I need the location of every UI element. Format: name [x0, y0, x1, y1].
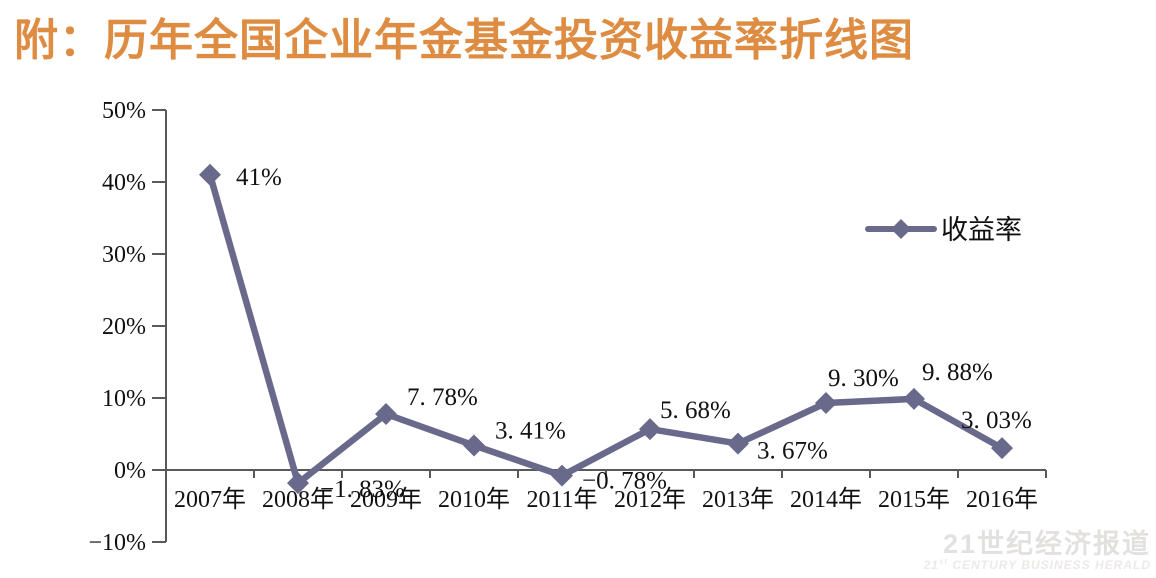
data-point-label: −1. 83% [320, 476, 405, 503]
data-point-marker [815, 392, 837, 415]
page-title: 附：历年全国企业年金基金投资收益率折线图 [14, 16, 914, 65]
x-axis-label: 2012年 [614, 486, 686, 513]
legend-label: 收益率 [941, 215, 1022, 245]
data-point-label: 3. 67% [757, 438, 828, 465]
data-point-label: 3. 03% [961, 407, 1032, 434]
watermark-en-rest: CENTURY BUSINESS HERALD [948, 558, 1151, 573]
data-point-marker [991, 437, 1013, 460]
data-point-label: 41% [236, 164, 282, 191]
data-point-marker [727, 432, 749, 455]
y-tick-label: 20% [102, 314, 146, 340]
data-point-marker [551, 464, 573, 487]
data-point-marker [287, 472, 309, 495]
x-axis-label: 2010年 [438, 486, 510, 513]
data-point-marker [375, 402, 397, 425]
data-point-label: 5. 68% [660, 397, 731, 424]
watermark-en-sup: st [938, 557, 949, 567]
data-point-label: −0. 78% [582, 468, 667, 495]
watermark-en-num: 21 [923, 558, 939, 573]
x-axis-label: 2011年 [526, 486, 597, 513]
data-point-marker [463, 434, 485, 457]
data-point-marker [199, 163, 221, 186]
y-tick-label: 10% [102, 386, 146, 412]
y-tick-label: 0% [114, 458, 146, 484]
y-tick-label: 40% [102, 170, 146, 196]
x-axis-label: 2014年 [790, 486, 862, 513]
data-point-marker [639, 418, 661, 441]
x-axis-label: 2015年 [878, 486, 950, 513]
data-point-label: 3. 41% [495, 417, 566, 444]
legend-marker [891, 219, 911, 239]
watermark: 21世纪经济报道 21st CENTURY BUSINESS HERALD [924, 530, 1151, 572]
series-line [206, 171, 1006, 487]
data-point-label: 7. 78% [407, 384, 478, 411]
x-axis-label: 2007年 [174, 486, 246, 513]
y-tick-label: −10% [88, 530, 146, 556]
x-axis-label: 2016年 [966, 486, 1038, 513]
y-tick-label: 50% [102, 98, 146, 124]
data-point-label: 9. 30% [828, 365, 899, 392]
x-axis-label: 2013年 [702, 486, 774, 513]
watermark-cn-text: 21世纪经济报道 [942, 529, 1151, 560]
data-point-label: 9. 88% [922, 359, 993, 386]
data-point-marker [903, 387, 925, 410]
x-axis-label: 2009年 [350, 486, 422, 513]
watermark-en-text: 21st CENTURY BUSINESS HERALD [924, 558, 1151, 572]
y-tick-label: 30% [102, 242, 146, 268]
